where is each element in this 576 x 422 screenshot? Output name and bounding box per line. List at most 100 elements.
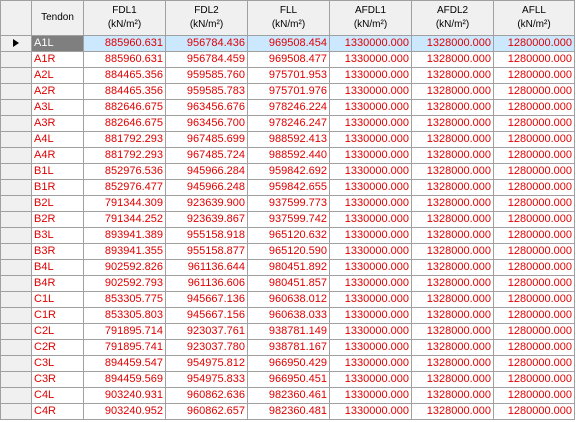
value-cell[interactable]: 1280000.000	[493, 371, 575, 388]
row-selector[interactable]	[0, 371, 32, 388]
value-cell[interactable]: 791344.252	[83, 211, 166, 228]
value-cell[interactable]: 988592.413	[247, 131, 330, 148]
value-cell[interactable]: 1328000.000	[411, 99, 494, 116]
row-selector[interactable]	[0, 291, 32, 308]
value-cell[interactable]: 982360.461	[247, 387, 330, 404]
value-cell[interactable]: 1280000.000	[493, 195, 575, 212]
tendon-cell[interactable]: C3L	[31, 355, 84, 372]
table-row[interactable]: C1L 853305.775 945667.136 960638.012 1330000…	[0, 291, 575, 308]
row-selector[interactable]	[0, 115, 32, 132]
tendon-cell[interactable]: C4R	[31, 403, 84, 420]
value-cell[interactable]: 791895.741	[83, 339, 166, 356]
value-cell[interactable]: 885960.631	[83, 35, 166, 52]
value-cell[interactable]: 1328000.000	[411, 115, 494, 132]
value-cell[interactable]: 1328000.000	[411, 163, 494, 180]
tendon-cell[interactable]: A3R	[31, 115, 84, 132]
tendon-cell[interactable]: B1R	[31, 179, 84, 196]
value-cell[interactable]: 1328000.000	[411, 243, 494, 260]
value-cell[interactable]: 965120.590	[247, 243, 330, 260]
value-cell[interactable]: 954975.833	[165, 371, 248, 388]
value-cell[interactable]: 1330000.000	[329, 163, 412, 180]
row-selector[interactable]	[0, 179, 32, 196]
value-cell[interactable]: 882646.675	[83, 115, 166, 132]
value-cell[interactable]: 960862.657	[165, 403, 248, 420]
value-cell[interactable]: 1280000.000	[493, 179, 575, 196]
tendon-cell[interactable]: A2R	[31, 83, 84, 100]
value-cell[interactable]: 967485.724	[165, 147, 248, 164]
value-cell[interactable]: 1280000.000	[493, 115, 575, 132]
value-cell[interactable]: 938781.167	[247, 339, 330, 356]
value-cell[interactable]: 945667.156	[165, 307, 248, 324]
row-selector[interactable]	[0, 35, 32, 52]
value-cell[interactable]: 791895.714	[83, 323, 166, 340]
value-cell[interactable]: 1330000.000	[329, 387, 412, 404]
value-cell[interactable]: 1330000.000	[329, 227, 412, 244]
table-row[interactable]: B2R 791344.252 923639.867 937599.742 1330000…	[0, 211, 575, 228]
value-cell[interactable]: 1330000.000	[329, 211, 412, 228]
row-selector[interactable]	[0, 195, 32, 212]
tendon-cell[interactable]: C2L	[31, 323, 84, 340]
value-cell[interactable]: 1328000.000	[411, 323, 494, 340]
value-cell[interactable]: 1330000.000	[329, 355, 412, 372]
value-cell[interactable]: 1330000.000	[329, 147, 412, 164]
value-cell[interactable]: 1280000.000	[493, 275, 575, 292]
value-cell[interactable]: 1328000.000	[411, 67, 494, 84]
tendon-cell[interactable]: C2R	[31, 339, 84, 356]
value-cell[interactable]: 1330000.000	[329, 275, 412, 292]
row-selector[interactable]	[0, 275, 32, 292]
value-cell[interactable]: 1280000.000	[493, 323, 575, 340]
table-row[interactable]: C1R 853305.803 945667.156 960638.033 1330000…	[0, 307, 575, 324]
value-cell[interactable]: 1280000.000	[493, 163, 575, 180]
row-selector[interactable]	[0, 307, 32, 324]
value-cell[interactable]: 1330000.000	[329, 307, 412, 324]
value-cell[interactable]: 894459.547	[83, 355, 166, 372]
value-cell[interactable]: 959842.692	[247, 163, 330, 180]
value-cell[interactable]: 903240.931	[83, 387, 166, 404]
value-cell[interactable]: 955158.877	[165, 243, 248, 260]
value-cell[interactable]: 966950.451	[247, 371, 330, 388]
tendon-cell[interactable]: B2L	[31, 195, 84, 212]
value-cell[interactable]: 852976.477	[83, 179, 166, 196]
table-row[interactable]: B2L 791344.309 923639.900 937599.773 1330000…	[0, 195, 575, 212]
value-cell[interactable]: 1328000.000	[411, 195, 494, 212]
value-cell[interactable]: 963456.700	[165, 115, 248, 132]
value-cell[interactable]: 894459.569	[83, 371, 166, 388]
value-cell[interactable]: 1328000.000	[411, 387, 494, 404]
value-cell[interactable]: 1330000.000	[329, 131, 412, 148]
value-cell[interactable]: 1330000.000	[329, 83, 412, 100]
value-cell[interactable]: 903240.952	[83, 403, 166, 420]
value-cell[interactable]: 791344.309	[83, 195, 166, 212]
row-selector[interactable]	[0, 227, 32, 244]
value-cell[interactable]: 1328000.000	[411, 227, 494, 244]
row-selector[interactable]	[0, 99, 32, 116]
value-cell[interactable]: 1280000.000	[493, 83, 575, 100]
value-cell[interactable]: 1330000.000	[329, 403, 412, 420]
column-header-tendon[interactable]: Tendon	[31, 0, 84, 36]
row-selector[interactable]	[0, 387, 32, 404]
value-cell[interactable]: 1330000.000	[329, 195, 412, 212]
table-row[interactable]: A2L 884465.356 959585.760 975701.953 1330000…	[0, 67, 575, 84]
row-selector[interactable]	[0, 355, 32, 372]
value-cell[interactable]: 945667.136	[165, 291, 248, 308]
value-cell[interactable]: 893941.355	[83, 243, 166, 260]
value-cell[interactable]: 1330000.000	[329, 179, 412, 196]
table-row[interactable]: A2R 884465.356 959585.783 975701.976 1330000…	[0, 83, 575, 100]
table-row[interactable]: B3R 893941.355 955158.877 965120.590 1330000…	[0, 243, 575, 260]
value-cell[interactable]: 945966.284	[165, 163, 248, 180]
value-cell[interactable]: 902592.793	[83, 275, 166, 292]
value-cell[interactable]: 1280000.000	[493, 51, 575, 68]
value-cell[interactable]: 1328000.000	[411, 211, 494, 228]
value-cell[interactable]: 1330000.000	[329, 291, 412, 308]
value-cell[interactable]: 1328000.000	[411, 51, 494, 68]
value-cell[interactable]: 1330000.000	[329, 67, 412, 84]
value-cell[interactable]: 1330000.000	[329, 243, 412, 260]
value-cell[interactable]: 1330000.000	[329, 259, 412, 276]
value-cell[interactable]: 1280000.000	[493, 291, 575, 308]
row-selector[interactable]	[0, 243, 32, 260]
value-cell[interactable]: 1280000.000	[493, 131, 575, 148]
row-selector[interactable]	[0, 259, 32, 276]
table-row[interactable]: A4L 881792.293 967485.699 988592.413 1330000…	[0, 131, 575, 148]
value-cell[interactable]: 978246.224	[247, 99, 330, 116]
column-header-fdl2[interactable]: FDL2 (kN/m²)	[165, 0, 248, 36]
value-cell[interactable]: 1280000.000	[493, 403, 575, 420]
